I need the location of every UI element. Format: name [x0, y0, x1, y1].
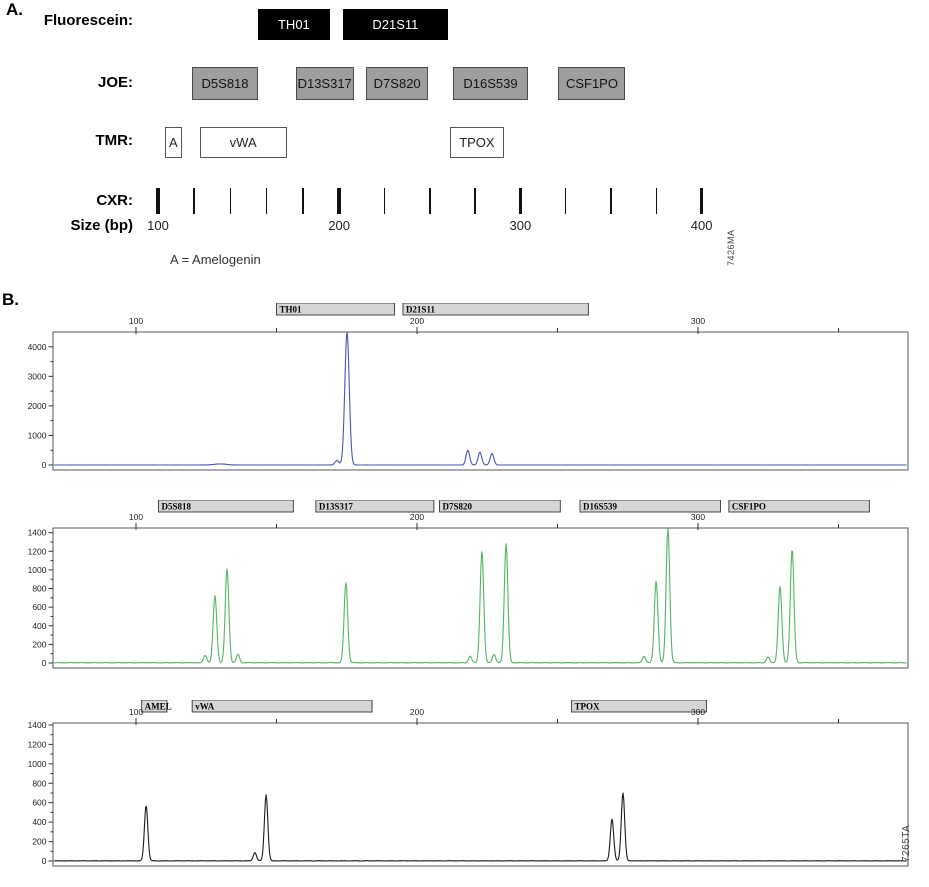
y-tick-label: 1000	[28, 759, 47, 769]
marker-bar-label-d16s539: D16S539	[583, 502, 618, 512]
y-tick-label: 3000	[28, 371, 47, 381]
y-tick-label: 1400	[28, 720, 47, 730]
locus-box-csf1po: CSF1PO	[558, 67, 626, 100]
cxr-tick	[474, 188, 476, 214]
row-label-tmr: TMR:	[95, 132, 134, 149]
y-tick-label: 0	[42, 658, 47, 668]
panel-b-figure-code: 7265TA	[901, 824, 912, 862]
marker-bar-label-vwa: vWA	[195, 702, 215, 712]
marker-bar-label-amel: AMEL	[145, 702, 172, 712]
y-tick-label: 400	[32, 621, 46, 631]
marker-bar-vwa	[191, 700, 373, 713]
panel-a-figure-code: 7426MA	[726, 229, 736, 266]
y-tick-label: 1200	[28, 739, 47, 749]
cxr-tick	[229, 188, 232, 214]
cxr-tick	[302, 188, 304, 214]
amelogenin-footnote: A = Amelogenin	[170, 252, 261, 267]
x-tick-label: 300	[691, 316, 705, 326]
marker-bar-d21s11	[402, 303, 589, 316]
marker-bar-label-d7s820: D7S820	[442, 502, 472, 512]
marker-bar-label-d5s818: D5S818	[161, 502, 191, 512]
size-axis-number: 300	[509, 218, 532, 233]
marker-bar-th01	[276, 303, 396, 316]
tmr-trace-chart: AMEL vWA TPOX 100 200 300 0 200 400 600 800 1000 120…	[28, 700, 909, 867]
size-axis-number: 200	[328, 218, 351, 233]
cxr-tick	[265, 188, 268, 214]
cxr-tick-major	[699, 188, 704, 214]
size-axis-number: 400	[690, 218, 713, 233]
size-axis-label: Size (bp)	[70, 217, 134, 234]
y-tick-label: 1000	[28, 430, 47, 440]
row-label-fluorescein: Fluorescein:	[43, 12, 133, 29]
y-tick-label: 200	[32, 639, 46, 649]
cxr-tick	[193, 188, 195, 214]
marker-bar-label-csf1po: CSF1PO	[732, 502, 766, 512]
y-tick-label: 200	[32, 837, 46, 847]
row-label-cxr: CXR:	[96, 192, 133, 209]
marker-bar-tpox	[571, 700, 707, 713]
locus-box-tpox: TPOX	[449, 127, 505, 158]
cxr-tick	[564, 188, 567, 214]
row-label-joe: JOE:	[97, 74, 133, 91]
y-tick-label: 2000	[28, 401, 47, 411]
y-tick-label: 1400	[28, 528, 47, 538]
trace-tmr	[53, 792, 907, 862]
panel-a-label: A.	[6, 0, 23, 19]
trace-joe	[53, 528, 907, 664]
y-tick-label: 1200	[28, 546, 47, 556]
marker-bar-d13s317	[315, 500, 435, 513]
y-tick-label: 4000	[28, 342, 47, 352]
marker-bar-d16s539	[579, 500, 721, 513]
size-axis-number: 100	[147, 218, 169, 233]
y-tick-label: 600	[32, 798, 46, 808]
locus-box-d16s539: D16S539	[453, 67, 528, 100]
marker-bar-csf1po	[728, 500, 870, 513]
x-tick-label: 300	[691, 707, 705, 717]
cxr-tick	[383, 188, 386, 214]
locus-box-vwa: vWA	[199, 127, 287, 158]
x-tick-label: 200	[410, 316, 424, 326]
marker-bar-d7s820	[438, 500, 561, 513]
marker-bar-amel	[141, 700, 168, 713]
marker-bar-label-tpox: TPOX	[575, 702, 601, 712]
marker-bar-d5s818	[157, 500, 294, 513]
locus-box-th01: TH01	[257, 9, 331, 40]
cxr-tick-major	[337, 188, 341, 214]
y-tick-label: 800	[32, 584, 46, 594]
x-tick-label: 200	[410, 512, 424, 522]
locus-box-d21s11: D21S11	[342, 9, 448, 40]
x-tick-label: 300	[691, 512, 705, 522]
joe-trace-chart: D5S818 D13S317 D7S820 D16S539 CSF1PO 100 200 30…	[28, 500, 909, 669]
locus-box-d13s317: D13S317	[295, 67, 354, 100]
y-tick-label: 1000	[28, 565, 47, 575]
x-tick-label: 200	[410, 707, 424, 717]
panel-b-label: B.	[2, 290, 19, 309]
y-tick-label: 0	[42, 460, 47, 470]
locus-box-d5s818: D5S818	[192, 67, 258, 100]
cxr-tick	[429, 188, 431, 214]
locus-box-a: A	[165, 127, 182, 158]
plot-frame	[52, 331, 909, 471]
y-tick-label: 0	[42, 856, 47, 866]
y-tick-label: 400	[32, 817, 46, 827]
cxr-tick	[655, 188, 658, 214]
y-tick-label: 800	[32, 778, 46, 788]
cxr-tick	[610, 188, 612, 214]
x-tick-label: 100	[129, 316, 143, 326]
plot-frame	[52, 722, 909, 867]
marker-bar-label-th01: TH01	[280, 305, 303, 315]
marker-bar-label-d21s11: D21S11	[406, 305, 436, 315]
cxr-tick-major	[156, 188, 160, 214]
marker-bar-label-d13s317: D13S317	[319, 502, 354, 512]
x-tick-label: 100	[129, 707, 143, 717]
locus-box-d7s820: D7S820	[366, 67, 428, 100]
trace-fluorescein	[54, 332, 907, 466]
x-tick-label: 100	[129, 512, 143, 522]
y-tick-label: 600	[32, 602, 46, 612]
cxr-tick-major	[518, 188, 523, 214]
